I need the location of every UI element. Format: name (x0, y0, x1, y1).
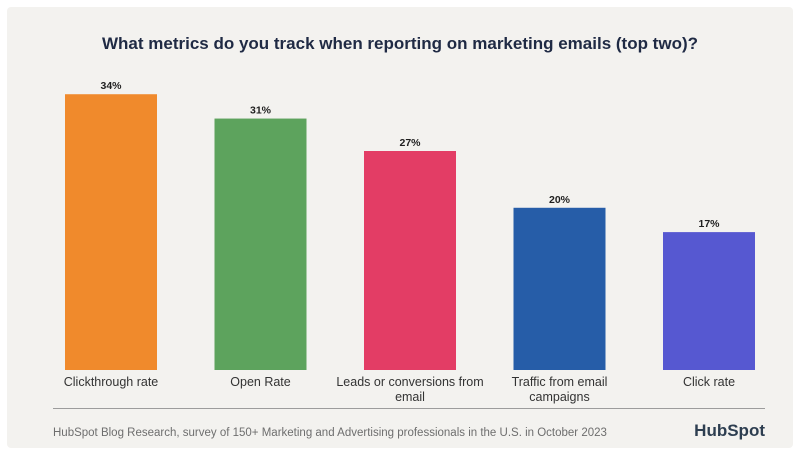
source-note: HubSpot Blog Research, survey of 150+ Ma… (53, 427, 607, 439)
category-label-4: Traffic from email campaigns (512, 375, 608, 404)
bar-value-label-2: 31% (250, 105, 272, 117)
bar-2 (214, 118, 307, 370)
footer-divider (53, 408, 765, 409)
hubspot-logo: HubSpot (694, 421, 765, 441)
bar-4 (513, 207, 606, 370)
category-label-1: Clickthrough rate (64, 375, 159, 389)
category-label-2: Open Rate (230, 375, 291, 389)
bar-chart: 34% Clickthrough rate 31% Open Rate 27% Leads… (64, 80, 755, 404)
chart-card: What metrics do you track when reporting… (7, 7, 793, 448)
bar-1 (65, 94, 157, 370)
chart-title: What metrics do you track when reporting… (101, 34, 698, 53)
bar-value-label-3: 27% (399, 137, 421, 149)
category-label-3: Leads or conversions from email (336, 375, 483, 404)
bar-5 (663, 232, 755, 370)
bar-value-label-1: 34% (100, 80, 122, 92)
category-label-5: Click rate (683, 375, 735, 389)
bar-value-label-4: 20% (549, 194, 571, 206)
bar-value-label-5: 17% (698, 218, 720, 230)
bar-3 (364, 151, 456, 370)
brand-name: HubSpot (694, 421, 765, 440)
